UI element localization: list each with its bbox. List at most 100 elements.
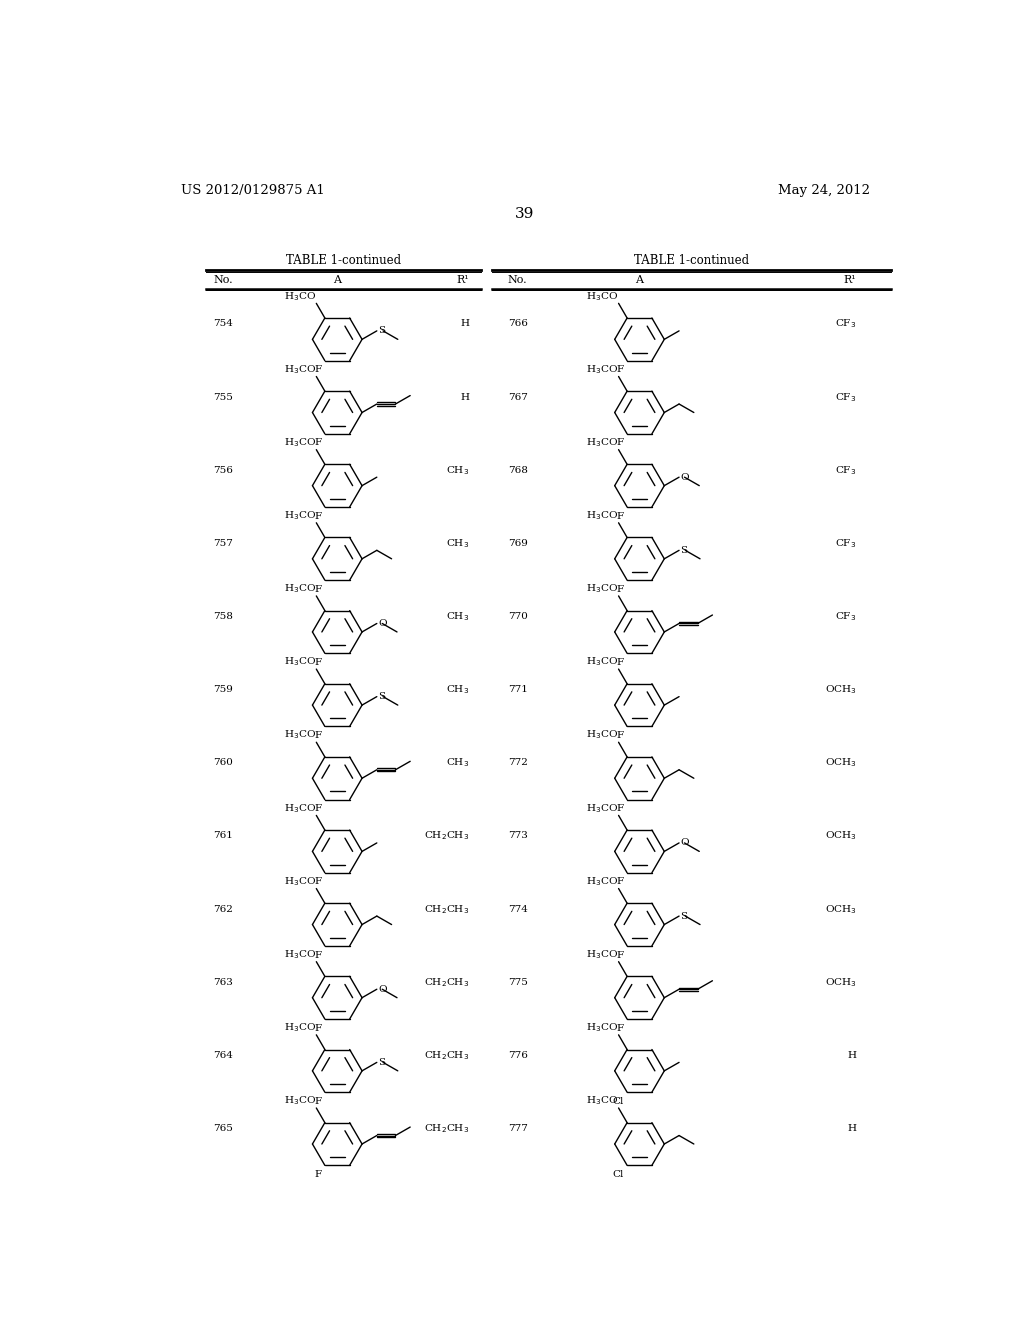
Text: H: H bbox=[848, 1051, 856, 1060]
Text: 769: 769 bbox=[508, 539, 527, 548]
Text: S: S bbox=[378, 692, 385, 701]
Text: 763: 763 bbox=[213, 978, 233, 987]
Text: F: F bbox=[314, 366, 322, 375]
Text: 774: 774 bbox=[508, 904, 527, 913]
Text: H$_3$CO: H$_3$CO bbox=[586, 436, 617, 449]
Text: Cl: Cl bbox=[612, 1097, 624, 1106]
Text: Cl: Cl bbox=[612, 1170, 624, 1179]
Text: H$_3$CO: H$_3$CO bbox=[586, 1022, 617, 1034]
Text: CF$_3$: CF$_3$ bbox=[836, 391, 856, 404]
Text: F: F bbox=[314, 804, 322, 813]
Text: 770: 770 bbox=[508, 612, 527, 620]
Text: 761: 761 bbox=[213, 832, 233, 841]
Text: H$_3$CO: H$_3$CO bbox=[586, 801, 617, 814]
Text: 772: 772 bbox=[508, 759, 527, 767]
Text: A: A bbox=[636, 275, 643, 285]
Text: H$_3$CO: H$_3$CO bbox=[284, 436, 315, 449]
Text: H$_3$CO: H$_3$CO bbox=[284, 363, 315, 376]
Text: 39: 39 bbox=[515, 207, 535, 220]
Text: F: F bbox=[616, 731, 624, 741]
Text: H: H bbox=[460, 319, 469, 329]
Text: O: O bbox=[681, 838, 689, 847]
Text: 755: 755 bbox=[213, 392, 233, 401]
Text: S: S bbox=[378, 1057, 385, 1067]
Text: A: A bbox=[333, 275, 341, 285]
Text: F: F bbox=[616, 512, 624, 520]
Text: H$_3$CO: H$_3$CO bbox=[586, 363, 617, 376]
Text: H: H bbox=[848, 1125, 856, 1133]
Text: OCH$_3$: OCH$_3$ bbox=[825, 903, 856, 916]
Text: S: S bbox=[378, 326, 385, 335]
Text: F: F bbox=[314, 731, 322, 741]
Text: S: S bbox=[681, 912, 688, 920]
Text: OCH$_3$: OCH$_3$ bbox=[825, 684, 856, 696]
Text: R¹: R¹ bbox=[844, 275, 856, 285]
Text: 767: 767 bbox=[508, 392, 527, 401]
Text: OCH$_3$: OCH$_3$ bbox=[825, 756, 856, 770]
Text: TABLE 1-continued: TABLE 1-continued bbox=[634, 253, 750, 267]
Text: CH$_3$: CH$_3$ bbox=[445, 684, 469, 696]
Text: CF$_3$: CF$_3$ bbox=[836, 610, 856, 623]
Text: 771: 771 bbox=[508, 685, 527, 694]
Text: TABLE 1-continued: TABLE 1-continued bbox=[286, 253, 400, 267]
Text: F: F bbox=[314, 585, 322, 594]
Text: F: F bbox=[616, 1023, 624, 1032]
Text: CH$_2$CH$_3$: CH$_2$CH$_3$ bbox=[424, 1122, 469, 1135]
Text: CH$_3$: CH$_3$ bbox=[445, 537, 469, 550]
Text: 768: 768 bbox=[508, 466, 527, 475]
Text: 764: 764 bbox=[213, 1051, 233, 1060]
Text: H$_3$CO: H$_3$CO bbox=[586, 729, 617, 742]
Text: CH$_2$CH$_3$: CH$_2$CH$_3$ bbox=[424, 903, 469, 916]
Text: H$_3$CO: H$_3$CO bbox=[586, 290, 617, 302]
Text: H$_3$CO: H$_3$CO bbox=[284, 875, 315, 888]
Text: 754: 754 bbox=[213, 319, 233, 329]
Text: 759: 759 bbox=[213, 685, 233, 694]
Text: 758: 758 bbox=[213, 612, 233, 620]
Text: H$_3$CO: H$_3$CO bbox=[284, 582, 315, 595]
Text: US 2012/0129875 A1: US 2012/0129875 A1 bbox=[180, 185, 325, 197]
Text: F: F bbox=[616, 804, 624, 813]
Text: CH$_3$: CH$_3$ bbox=[445, 463, 469, 477]
Text: F: F bbox=[616, 585, 624, 594]
Text: H$_3$CO: H$_3$CO bbox=[284, 290, 315, 302]
Text: CH$_2$CH$_3$: CH$_2$CH$_3$ bbox=[424, 975, 469, 989]
Text: 756: 756 bbox=[213, 466, 233, 475]
Text: No.: No. bbox=[213, 275, 232, 285]
Text: O: O bbox=[681, 473, 689, 482]
Text: F: F bbox=[314, 878, 322, 886]
Text: 773: 773 bbox=[508, 832, 527, 841]
Text: CH$_3$: CH$_3$ bbox=[445, 756, 469, 770]
Text: F: F bbox=[616, 950, 624, 960]
Text: 757: 757 bbox=[213, 539, 233, 548]
Text: H$_3$CO: H$_3$CO bbox=[586, 875, 617, 888]
Text: H$_3$CO: H$_3$CO bbox=[586, 582, 617, 595]
Text: F: F bbox=[616, 366, 624, 375]
Text: H$_3$CO: H$_3$CO bbox=[284, 656, 315, 668]
Text: CF$_3$: CF$_3$ bbox=[836, 537, 856, 550]
Text: CF$_3$: CF$_3$ bbox=[836, 318, 856, 330]
Text: 762: 762 bbox=[213, 904, 233, 913]
Text: CH$_2$CH$_3$: CH$_2$CH$_3$ bbox=[424, 829, 469, 842]
Text: H$_3$CO: H$_3$CO bbox=[284, 1094, 315, 1107]
Text: H$_3$CO: H$_3$CO bbox=[586, 656, 617, 668]
Text: F: F bbox=[616, 878, 624, 886]
Text: F: F bbox=[314, 657, 322, 667]
Text: May 24, 2012: May 24, 2012 bbox=[778, 185, 870, 197]
Text: H$_3$CO: H$_3$CO bbox=[284, 1022, 315, 1034]
Text: O: O bbox=[378, 619, 387, 628]
Text: F: F bbox=[314, 950, 322, 960]
Text: H$_3$CO: H$_3$CO bbox=[284, 729, 315, 742]
Text: H$_3$CO: H$_3$CO bbox=[284, 801, 315, 814]
Text: F: F bbox=[314, 1170, 322, 1179]
Text: O: O bbox=[378, 985, 387, 994]
Text: CH$_3$: CH$_3$ bbox=[445, 610, 469, 623]
Text: 766: 766 bbox=[508, 319, 527, 329]
Text: H$_3$CO: H$_3$CO bbox=[586, 948, 617, 961]
Text: CH$_2$CH$_3$: CH$_2$CH$_3$ bbox=[424, 1049, 469, 1061]
Text: CF$_3$: CF$_3$ bbox=[836, 463, 856, 477]
Text: No.: No. bbox=[508, 275, 527, 285]
Text: H$_3$CO: H$_3$CO bbox=[586, 1094, 617, 1107]
Text: 775: 775 bbox=[508, 978, 527, 987]
Text: F: F bbox=[616, 438, 624, 447]
Text: F: F bbox=[616, 657, 624, 667]
